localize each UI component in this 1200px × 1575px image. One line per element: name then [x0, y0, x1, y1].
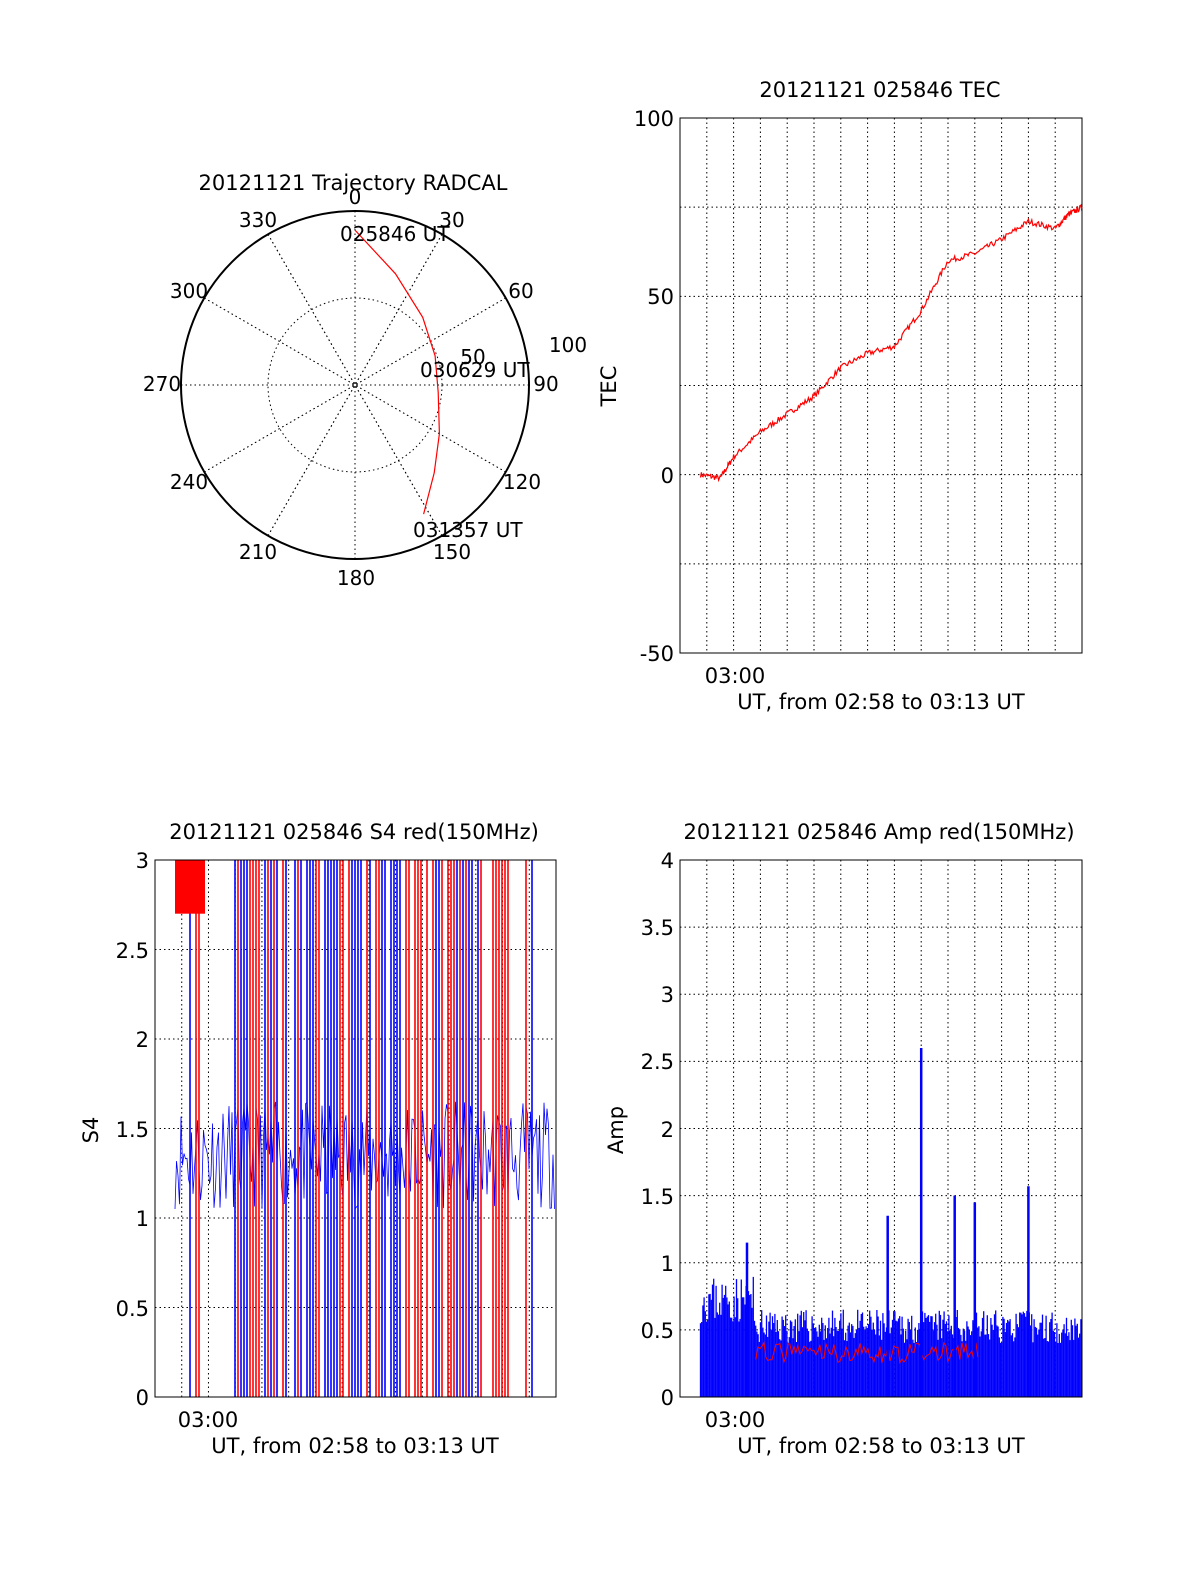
polar-radius-label: 50	[460, 345, 485, 369]
polar-angle-label: 270	[143, 372, 181, 396]
amp-title: 20121121 025846 Amp red(150MHz)	[683, 820, 1074, 844]
amp-red-series	[755, 1341, 979, 1365]
polar-angle-label: 300	[170, 279, 208, 303]
amp-y-ticks: 4 3.5 3 2.5 2 1.5 1 0.5 0	[641, 849, 674, 1410]
tec-grid	[680, 118, 1082, 653]
amp-y-tick-label: 1.5	[641, 1185, 674, 1209]
polar-title: 20121121 Trajectory RADCAL	[199, 171, 508, 195]
s4-blue-series	[174, 1101, 555, 1211]
polar-angle-label: 240	[170, 470, 208, 494]
polar-panel: 20121121 Trajectory RADCAL 0 30 60 90 12…	[143, 171, 587, 590]
s4-plot-frame	[154, 859, 557, 1398]
tec-series-line	[699, 203, 1083, 483]
tec-x-axis-label: UT, from 02:58 to 03:13 UT	[737, 690, 1025, 714]
tec-y-tick-label: 100	[634, 107, 674, 131]
tec-y-tick-label: -50	[640, 642, 674, 666]
polar-angle-labels: 0 30 60 90 120 150 180 210 240 270 300 3…	[143, 185, 559, 590]
polar-angle-label: 150	[433, 540, 471, 564]
amp-y-tick-label: 2	[661, 1118, 674, 1142]
s4-y-tick-label: 1	[136, 1207, 149, 1231]
tec-y-tick-label: 0	[661, 464, 674, 488]
amp-y-tick-label: 3.5	[641, 916, 674, 940]
polar-grid	[181, 211, 529, 559]
tec-x-tick-label: 03:00	[705, 664, 766, 688]
polar-outer-circle	[180, 210, 530, 560]
polar-angle-label: 60	[508, 279, 533, 303]
polar-angle-label: 210	[239, 540, 277, 564]
amp-x-axis-label: UT, from 02:58 to 03:13 UT	[737, 1434, 1025, 1458]
s4-y-tick-label: 0.5	[116, 1297, 149, 1321]
s4-red-saturation	[175, 860, 205, 914]
s4-panel: 20121121 025846 S4 red(150MHz) 3 2.5 2 1…	[79, 820, 557, 1458]
amp-y-tick-label: 0	[661, 1386, 674, 1410]
tec-y-tick-label: 50	[647, 285, 674, 309]
amp-y-tick-label: 1	[661, 1252, 674, 1276]
s4-y-axis-label: S4	[79, 1117, 103, 1144]
polar-angle-label: 330	[239, 208, 277, 232]
tec-plot-frame	[679, 117, 1083, 654]
s4-y-tick-label: 2.5	[116, 939, 149, 963]
amp-y-tick-label: 0.5	[641, 1319, 674, 1343]
amp-plot-frame	[679, 859, 1083, 1398]
tec-title: 20121121 025846 TEC	[759, 78, 1000, 102]
amp-y-axis-label: Amp	[604, 1106, 628, 1154]
s4-y-tick-label: 0	[136, 1386, 149, 1410]
s4-title: 20121121 025846 S4 red(150MHz)	[169, 820, 539, 844]
amp-panel: 20121121 025846 Amp red(150MHz) 4 3.5 3 …	[604, 820, 1083, 1458]
trajectory-mid-label: 030629 UT	[420, 358, 530, 382]
polar-angle-label: 120	[503, 470, 541, 494]
trajectory-start-label: 025846 UT	[340, 222, 450, 246]
polar-radius-label: 100	[549, 333, 587, 357]
s4-grid	[155, 860, 556, 1397]
tec-y-ticks: 100 50 0 -50	[634, 107, 674, 666]
s4-x-tick-label: 03:00	[178, 1408, 239, 1432]
s4-y-tick-label: 2	[136, 1028, 149, 1052]
amp-series	[699, 1047, 1082, 1397]
amp-x-tick-label: 03:00	[705, 1408, 766, 1432]
amp-y-tick-label: 4	[661, 849, 674, 873]
tec-panel: 20121121 025846 TEC 100 50 0 -50 03:00 U…	[597, 78, 1083, 714]
s4-y-ticks: 3 2.5 2 1.5 1 0.5 0	[116, 849, 149, 1410]
amp-y-tick-label: 2.5	[641, 1050, 674, 1074]
s4-y-tick-label: 1.5	[116, 1118, 149, 1142]
polar-angle-label: 0	[349, 185, 362, 209]
s4-y-tick-label: 3	[136, 849, 149, 873]
amp-y-tick-label: 3	[661, 983, 674, 1007]
polar-trajectory-line	[354, 229, 441, 515]
s4-series	[174, 860, 555, 1397]
s4-x-axis-label: UT, from 02:58 to 03:13 UT	[211, 1434, 499, 1458]
polar-angle-label: 90	[533, 372, 558, 396]
polar-angle-label: 180	[337, 566, 375, 590]
trajectory-end-label: 031357 UT	[413, 518, 523, 542]
tec-y-axis-label: TEC	[597, 366, 621, 408]
polar-angle-label: 30	[439, 208, 464, 232]
